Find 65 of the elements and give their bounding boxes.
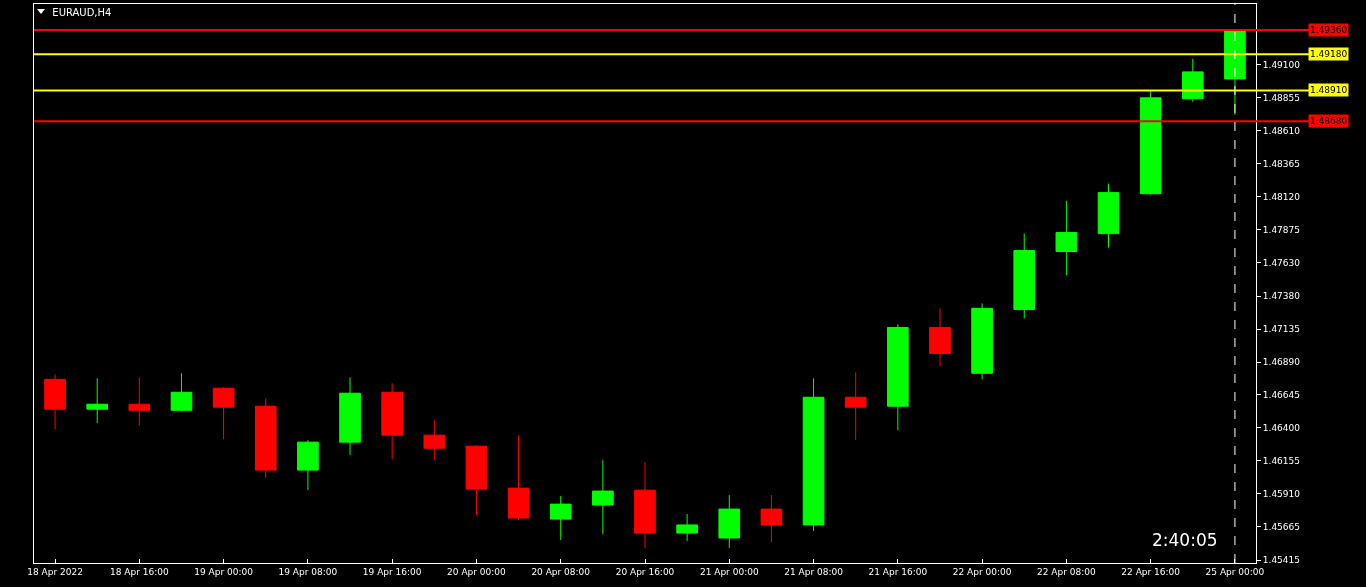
y-tick-label: 1.48365 xyxy=(1262,158,1301,169)
candlestick xyxy=(339,376,361,456)
x-tick-label: 22 Apr 08:00 xyxy=(1037,566,1096,577)
candlestick xyxy=(592,459,614,535)
x-tick-label: 21 Apr 16:00 xyxy=(868,566,928,577)
x-tick-label: 19 Apr 00:00 xyxy=(194,566,254,577)
y-tick-label: 1.45910 xyxy=(1262,488,1301,499)
candlestick xyxy=(86,377,109,424)
x-tick-label: 22 Apr 00:00 xyxy=(952,566,1012,577)
candlestick xyxy=(212,386,235,440)
ref-line-label: 1.48910 xyxy=(1310,85,1348,95)
x-tick-label: 18 Apr 16:00 xyxy=(110,566,169,577)
candlestick xyxy=(1013,233,1036,319)
x-tick-label: 22 Apr 16:00 xyxy=(1121,566,1181,577)
candlestick xyxy=(929,307,951,367)
candlestick xyxy=(44,373,66,430)
candlestick xyxy=(1097,183,1120,249)
x-tick-label: 25 Apr 00:00 xyxy=(1205,566,1265,577)
candlestick xyxy=(170,372,193,412)
candlestick xyxy=(297,439,319,491)
x-tick-label: 19 Apr 08:00 xyxy=(278,566,338,577)
y-tick-label: 1.47135 xyxy=(1262,324,1301,335)
candlestick xyxy=(887,323,909,431)
y-tick-label: 1.45415 xyxy=(1262,555,1301,566)
candlestick xyxy=(128,376,151,426)
y-tick-label: 1.46890 xyxy=(1262,357,1301,368)
candlestick xyxy=(465,444,488,516)
y-tick-label: 1.47380 xyxy=(1262,291,1301,302)
candlestick xyxy=(760,494,783,543)
candlestick xyxy=(1139,90,1162,196)
y-tick-label: 1.47630 xyxy=(1262,257,1301,268)
x-tick-label: 20 Apr 16:00 xyxy=(615,566,675,577)
y-tick-label: 1.49100 xyxy=(1262,60,1301,71)
y-tick-label: 1.45665 xyxy=(1262,521,1301,532)
candlestick xyxy=(1181,58,1204,103)
y-tick-label: 1.48855 xyxy=(1262,92,1301,103)
y-tick-label: 1.48120 xyxy=(1262,191,1301,202)
candlestick xyxy=(507,434,530,521)
candlestick xyxy=(1055,200,1078,276)
candlestick xyxy=(549,495,572,541)
x-tick-label: 20 Apr 08:00 xyxy=(531,566,591,577)
x-tick-label: 21 Apr 08:00 xyxy=(784,566,844,577)
x-tick-label: 19 Apr 16:00 xyxy=(362,566,422,577)
y-tick-label: 1.46400 xyxy=(1262,423,1301,434)
ref-line-label: 1.49360 xyxy=(1310,25,1348,35)
candlestick xyxy=(634,461,656,549)
candlestick xyxy=(254,397,277,479)
ref-line-label: 1.48680 xyxy=(1310,116,1348,126)
y-tick-label: 1.47875 xyxy=(1262,224,1301,235)
y-tick-label: 1.46155 xyxy=(1262,455,1301,466)
candlestick xyxy=(718,494,741,549)
candlestick xyxy=(423,419,446,461)
candlestick xyxy=(971,302,993,380)
candlestick xyxy=(676,513,698,542)
x-tick-label: 21 Apr 00:00 xyxy=(699,566,759,577)
candlestick xyxy=(844,371,867,441)
candlestick xyxy=(802,377,825,532)
candlestick xyxy=(381,382,403,460)
x-tick-label: 18 Apr 2022 xyxy=(27,566,83,577)
ref-line-label: 1.49180 xyxy=(1310,49,1348,59)
y-tick-label: 1.46645 xyxy=(1262,390,1301,401)
x-tick-label: 20 Apr 00:00 xyxy=(447,566,507,577)
annotation: 2:40:05 xyxy=(1152,530,1218,550)
y-tick-label: 1.48610 xyxy=(1262,125,1301,136)
chart-title: EURAUD,H4 xyxy=(52,6,112,18)
